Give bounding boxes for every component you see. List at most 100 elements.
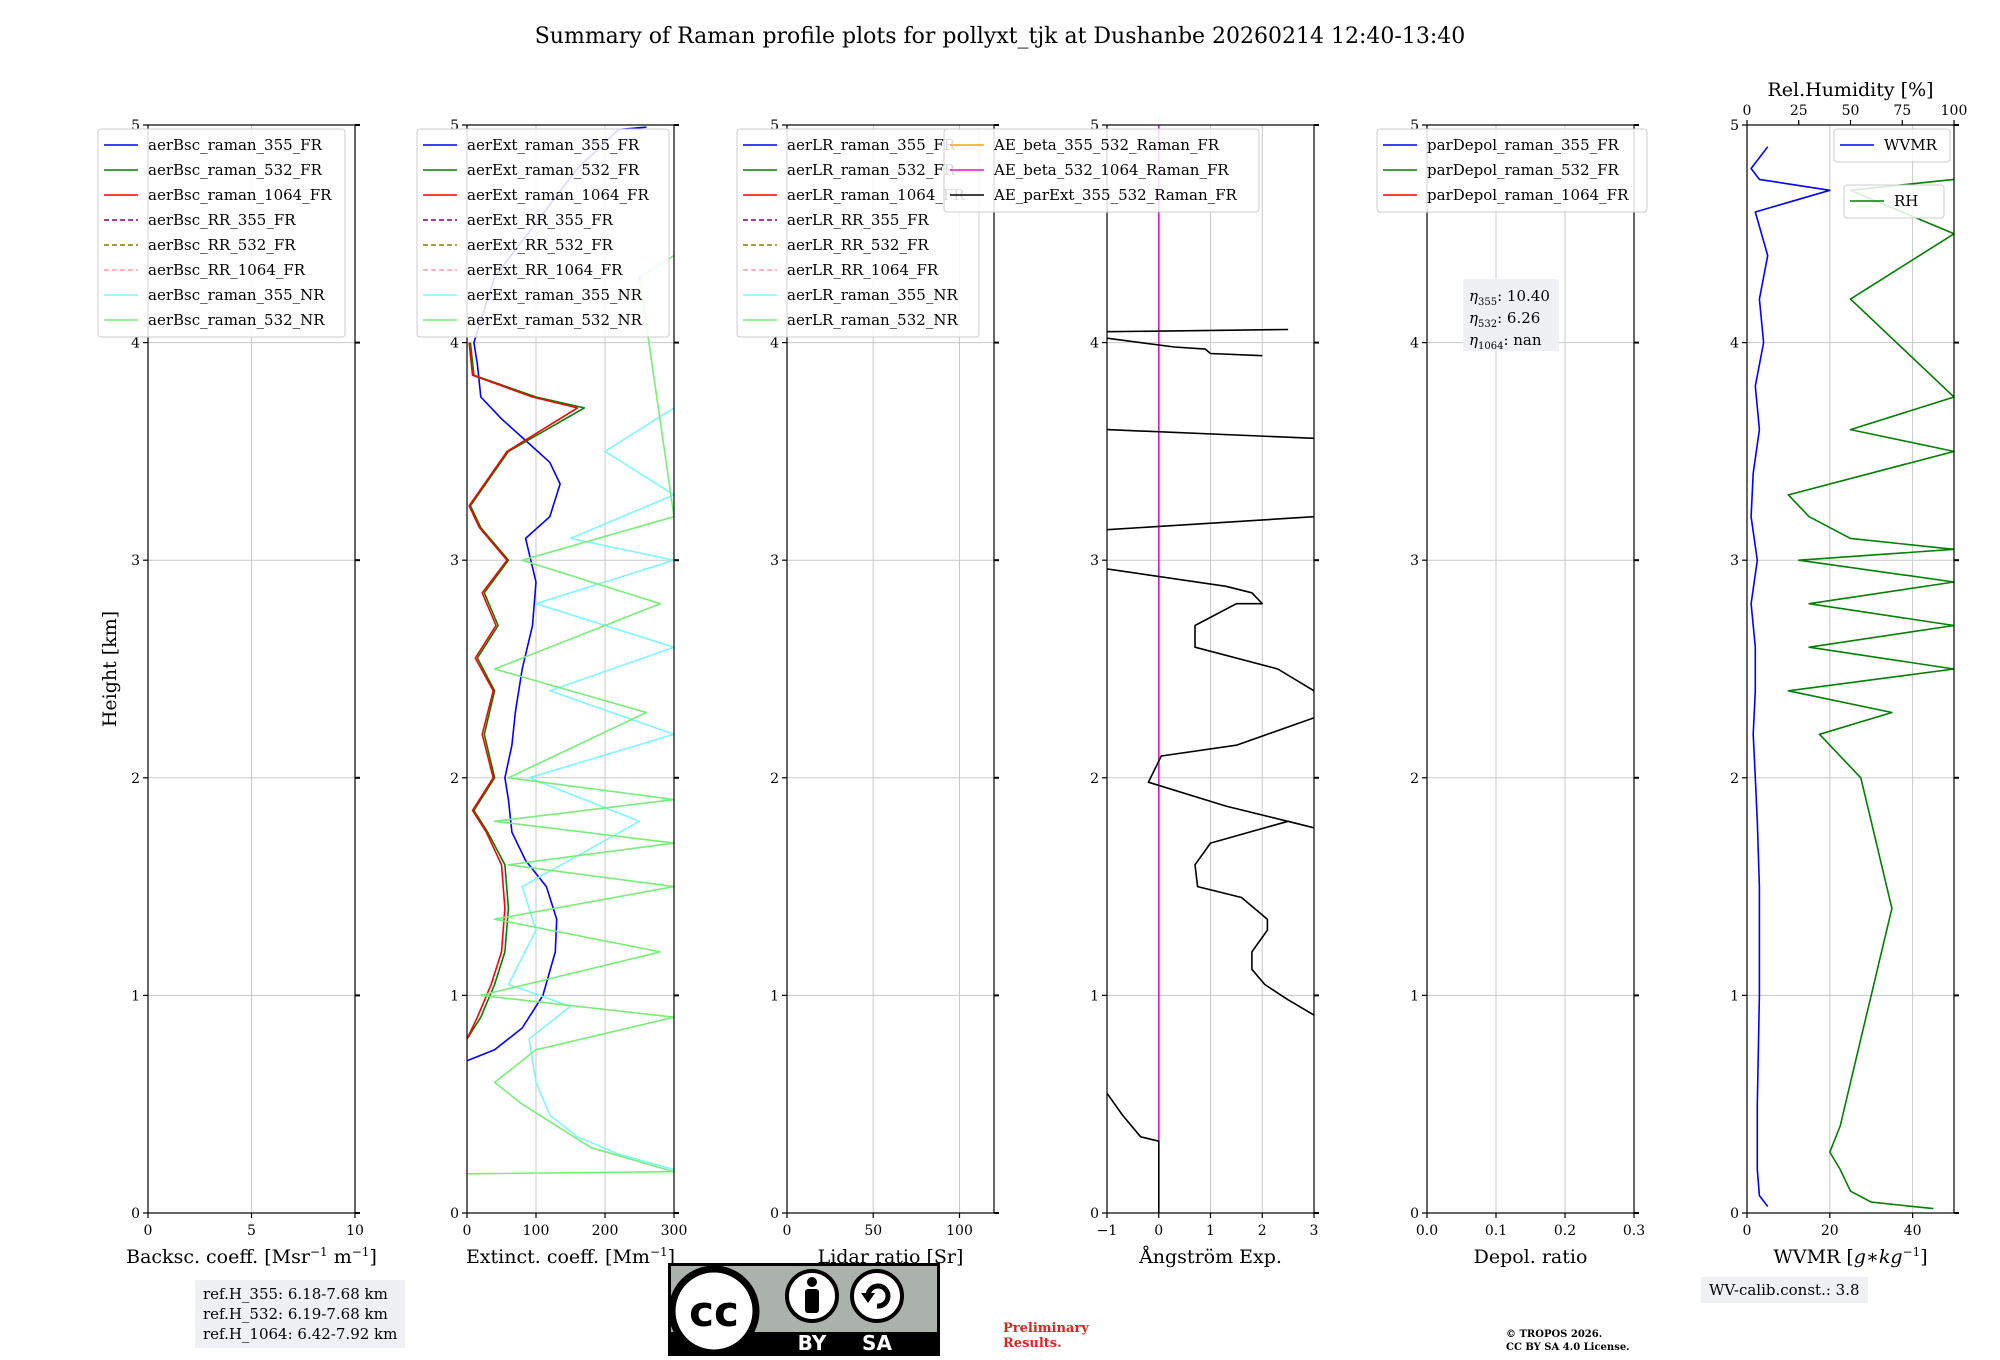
license-line-2: CC BY SA 4.0 License.: [1506, 1342, 1630, 1353]
y-tick-label: 3: [450, 553, 459, 569]
legend-frame: [1376, 128, 1648, 213]
x-tick-label: 5: [247, 1223, 256, 1239]
cc-logo-text: cc: [689, 1287, 739, 1336]
eta-annotation-line: η1064: nan: [1469, 331, 1542, 352]
eta-symbol: η: [1469, 331, 1478, 349]
legend-label: AE_beta_532_1064_Raman_FR: [993, 161, 1229, 179]
series-line-AE_parExt_355_532_Raman_FR: [1107, 515, 1314, 531]
y-tick-label: 3: [1090, 553, 1099, 569]
series-line-aerExt_raman_532_FR: [467, 342, 586, 1040]
y-tick-label: 3: [1730, 553, 1739, 569]
x-axis-label-part: −1: [352, 1245, 370, 1259]
eta-symbol: η: [1469, 309, 1478, 327]
x-axis-label-part: ]: [369, 1246, 376, 1268]
y-tick-label: 1: [1410, 988, 1419, 1004]
axes-frame: [466, 124, 675, 1214]
y-tick-label: 5: [1730, 118, 1739, 134]
x-axis-label-part: WVMR [: [1773, 1246, 1853, 1268]
legend-label: aerLR_RR_532_FR: [787, 236, 929, 254]
x-tick-label: 100: [946, 1223, 973, 1239]
y-tick-label: 1: [1730, 988, 1739, 1004]
series-line-AE_parExt_355_532_Raman_FR: [1107, 328, 1289, 333]
axes-frame: [1746, 124, 1955, 1214]
y-tick-label: 2: [1730, 771, 1739, 787]
x-tick-label: 10: [346, 1223, 364, 1239]
legend: aerLR_raman_355_FR aerLR_raman_532_FR aerL…: [736, 128, 980, 338]
share-alike-icon: [850, 1269, 904, 1323]
x-axis-label-part: m: [328, 1246, 352, 1268]
eta-value: : 10.40: [1497, 287, 1550, 305]
y-tick-label: 1: [1090, 988, 1099, 1004]
x-tick-label: 0: [1154, 1223, 1163, 1239]
x-axis-label-part: −1: [310, 1245, 328, 1259]
eta-annotation-box: [1463, 279, 1559, 351]
legend: aerBsc_raman_355_FR aerBsc_raman_532_FRae…: [97, 128, 346, 338]
y-tick-label: 2: [1410, 771, 1419, 787]
ref-height-355: ref.H_355: 6.18-7.68 km: [203, 1285, 388, 1303]
x-tick-label: 0.2: [1554, 1223, 1576, 1239]
x-axis-label: Depol. ratio: [1474, 1246, 1588, 1268]
legend-label: aerBsc_raman_532_FR: [148, 161, 323, 179]
eta-value: : 6.26: [1497, 309, 1540, 327]
series-group: [1750, 146, 1954, 1210]
legend-frame: [943, 128, 1260, 213]
x-tick-label: 200: [592, 1223, 619, 1239]
cc-license-badge: cc BY SA: [668, 1263, 940, 1356]
x-tick-label: 100: [523, 1223, 550, 1239]
y-tick-label: 0: [131, 1206, 140, 1222]
reference-height-box: ref.H_355: 6.18-7.68 km ref.H_532: 6.19-…: [195, 1280, 406, 1348]
legend-label: aerLR_raman_532_FR: [787, 161, 956, 179]
y-tick-label: 3: [770, 553, 779, 569]
top-x-tick-label: 100: [1941, 103, 1968, 119]
x-axis-label-part: −1: [650, 1245, 668, 1259]
preliminary-line-1: Preliminary: [1003, 1321, 1089, 1336]
y-tick-label: 1: [770, 988, 779, 1004]
series-line-WVMR: [1750, 146, 1831, 1207]
x-tick-label: 50: [864, 1223, 882, 1239]
legend: RH: [1843, 184, 1945, 219]
legend-label: aerExt_raman_355_FR: [467, 136, 640, 154]
series-line-AE_parExt_355_532_Raman_FR: [1107, 1092, 1160, 1213]
eta-annotation-line: η532: 6.26: [1469, 309, 1540, 330]
license-note: © TROPOS 2026. CC BY SA 4.0 License.: [1506, 1328, 1630, 1354]
y-tick-label: 2: [1090, 771, 1099, 787]
legend-label: aerExt_raman_1064_FR: [467, 186, 649, 204]
x-axis-label-part: Extinct. coeff. [Mm: [466, 1246, 650, 1268]
legend-label: parDepol_raman_355_FR: [1427, 136, 1620, 154]
eta-subscript: 532: [1478, 319, 1497, 330]
legend-label: parDepol_raman_1064_FR: [1427, 186, 1629, 204]
wv-calib-box: WV-calib.const.: 3.8: [1701, 1277, 1868, 1303]
x-tick-label: 0.1: [1485, 1223, 1507, 1239]
x-tick-label: 300: [661, 1223, 688, 1239]
series-line-aerExt_raman_532_NR: [467, 254, 674, 1175]
eta-symbol: η: [1469, 287, 1478, 305]
legend-label: parDepol_raman_532_FR: [1427, 161, 1620, 179]
legend-label: AE_beta_355_532_Raman_FR: [993, 136, 1220, 154]
x-axis-label: Ångström Exp.: [1138, 1246, 1282, 1268]
series-group: [467, 126, 674, 1175]
x-tick-label: 0.3: [1623, 1223, 1645, 1239]
x-axis-label-part: ]: [1920, 1246, 1927, 1268]
x-tick-label: 0.0: [1416, 1223, 1438, 1239]
legend-label: aerLR_RR_1064_FR: [787, 261, 939, 279]
ref-height-1064: ref.H_1064: 6.42-7.92 km: [203, 1325, 398, 1343]
legend-label: aerExt_raman_532_FR: [467, 161, 640, 179]
x-axis-label-part: Depol. ratio: [1474, 1246, 1588, 1268]
legend-label: aerBsc_raman_355_NR: [148, 286, 325, 304]
legend-label: aerExt_raman_355_NR: [467, 286, 643, 304]
top-x-tick-label: 75: [1893, 103, 1911, 119]
x-tick-label: 40: [1904, 1223, 1922, 1239]
legend-label: WVMR: [1884, 136, 1938, 154]
x-tick-label: 0: [463, 1223, 472, 1239]
y-tick-label: 2: [450, 771, 459, 787]
y-tick-label: 3: [131, 553, 140, 569]
y-tick-label: 5: [450, 118, 459, 134]
cc-logo-icon: [668, 1265, 760, 1356]
legend-label: aerLR_raman_355_NR: [787, 286, 958, 304]
panel-depol: 0 1 2 3 4 5 0.0 0.1 0.2 0.3 Depol. ratio parDepol_r…: [1376, 118, 1648, 1268]
attribution-icon-body: [805, 1289, 819, 1313]
legend: parDepol_raman_355_FR parDepol_raman_532_…: [1376, 128, 1648, 213]
